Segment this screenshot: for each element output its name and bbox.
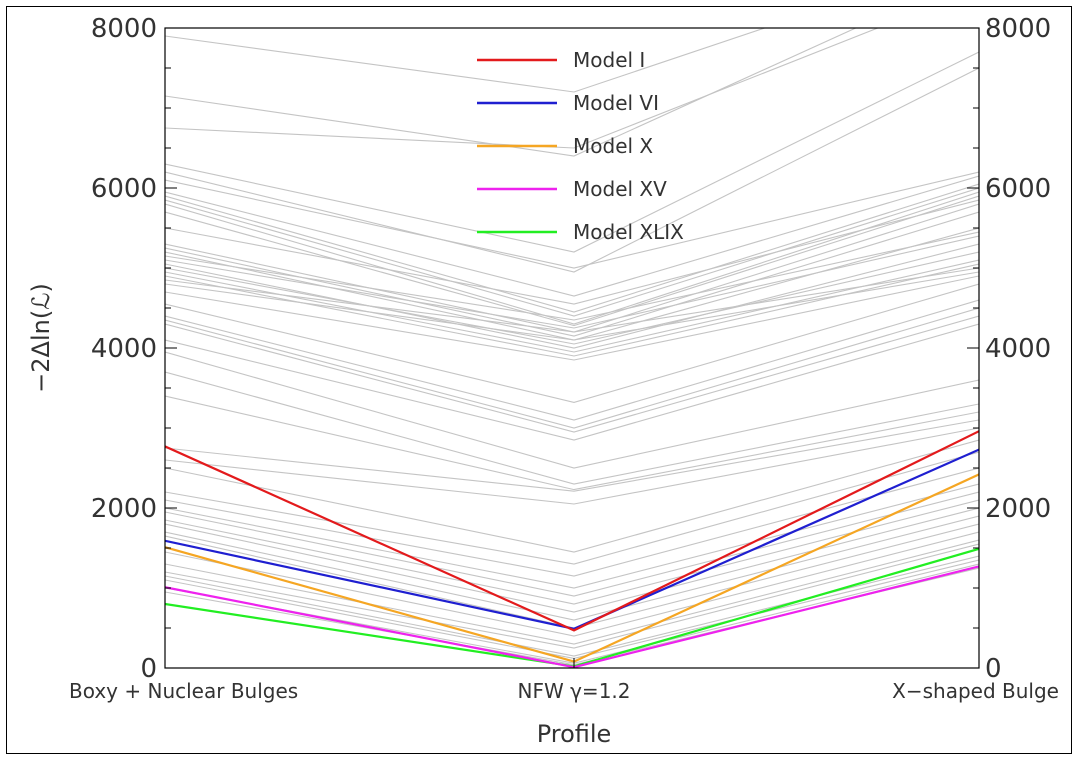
x-axis-title: Profile	[537, 720, 612, 748]
x-tick-labels-group: Boxy + Nuclear Bulges NFW γ=1.2 X−shaped B…	[69, 679, 1059, 703]
background-series-line-26	[165, 299, 979, 421]
legend-label-model-xv: Model XV	[573, 177, 667, 201]
background-series-line-31	[165, 371, 979, 485]
chart-svg: 0 0 2000 2000 4000 4000 6000 6000 8000 8000 Boxy …	[27, 14, 1059, 748]
legend-label-model-i: Model I	[573, 48, 645, 72]
background-series-line-44	[165, 531, 979, 637]
background-series-group	[165, 28, 979, 666]
background-series-line-16	[165, 231, 979, 321]
background-series-line-19	[165, 251, 979, 345]
background-series-line-27	[165, 307, 979, 429]
background-series-line-30	[165, 351, 979, 469]
background-series-line-5	[165, 67, 979, 273]
background-series-line-42	[165, 515, 979, 621]
x-tick-label-3: X−shaped Bulge	[892, 679, 1059, 703]
model-series-group	[165, 430, 979, 668]
background-series-line-41	[165, 507, 979, 613]
y-tick-label-left-2000: 2000	[91, 494, 157, 524]
background-series-line-36	[165, 451, 979, 565]
background-series-line-10	[165, 191, 979, 325]
y-axis-title: −2Δln(ℒ)	[27, 283, 55, 393]
legend-label-model-xlix: Model XLIX	[573, 220, 684, 244]
y-tick-label-left-4000: 4000	[91, 334, 157, 364]
background-series-line-22	[165, 267, 979, 333]
y-tick-labels-group: 0 0 2000 2000 4000 4000 6000 6000 8000 8000	[91, 14, 1051, 684]
background-series-line-50	[165, 567, 979, 666]
background-series-line-2	[165, 28, 858, 157]
y-tick-label-left-8000: 8000	[91, 14, 157, 44]
y-tick-label-right-0: 0	[985, 654, 1002, 684]
background-series-line-29	[165, 323, 979, 441]
background-series-line-28	[165, 315, 979, 433]
background-series-line-32	[165, 395, 979, 491]
background-series-line-7	[165, 175, 979, 297]
background-series-line-17	[165, 235, 979, 329]
legend: Model I Model VI Model X Model XV Model XLIX	[477, 48, 684, 244]
legend-label-model-vi: Model VI	[573, 91, 659, 115]
y-tick-label-right-2000: 2000	[985, 494, 1051, 524]
background-series-line-46	[165, 543, 979, 649]
chart-frame: 0 0 2000 2000 4000 4000 6000 6000 8000 8000 Boxy …	[6, 6, 1072, 754]
y-tick-label-left-6000: 6000	[91, 174, 157, 204]
legend-label-model-x: Model X	[573, 134, 653, 158]
background-series-line-9	[165, 187, 979, 317]
background-series-line-34	[165, 427, 979, 505]
background-series-line-25	[165, 283, 979, 403]
background-series-line-23	[165, 271, 979, 341]
y-tick-label-right-8000: 8000	[985, 14, 1051, 44]
background-series-line-37	[165, 467, 979, 577]
background-series-line-24	[165, 275, 979, 361]
background-series-line-47	[165, 555, 979, 657]
background-series-line-8	[165, 183, 979, 313]
background-series-line-33	[165, 419, 979, 492]
background-series-line-18	[165, 243, 979, 349]
background-series-line-38	[165, 483, 979, 589]
background-series-line-1	[165, 28, 767, 93]
background-series-line-4	[165, 51, 979, 253]
background-series-line-39	[165, 491, 979, 597]
background-series-line-6	[165, 171, 979, 269]
background-series-line-20	[165, 259, 979, 353]
series-line-model-vi	[165, 448, 979, 630]
background-series-line-35	[165, 439, 979, 553]
background-series-line-45	[165, 539, 979, 645]
x-tick-label-2: NFW γ=1.2	[518, 679, 631, 703]
series-line-model-i	[165, 430, 979, 632]
background-series-line-3	[165, 28, 880, 149]
background-series-line-11	[165, 195, 979, 327]
tick-marks-group	[164, 27, 980, 669]
y-tick-label-left-0: 0	[140, 654, 157, 684]
x-tick-label-1: Boxy + Nuclear Bulges	[69, 679, 298, 703]
y-tick-label-right-6000: 6000	[985, 174, 1051, 204]
y-tick-label-right-4000: 4000	[985, 334, 1051, 364]
background-series-line-12	[165, 199, 979, 305]
background-series-line-40	[165, 499, 979, 605]
